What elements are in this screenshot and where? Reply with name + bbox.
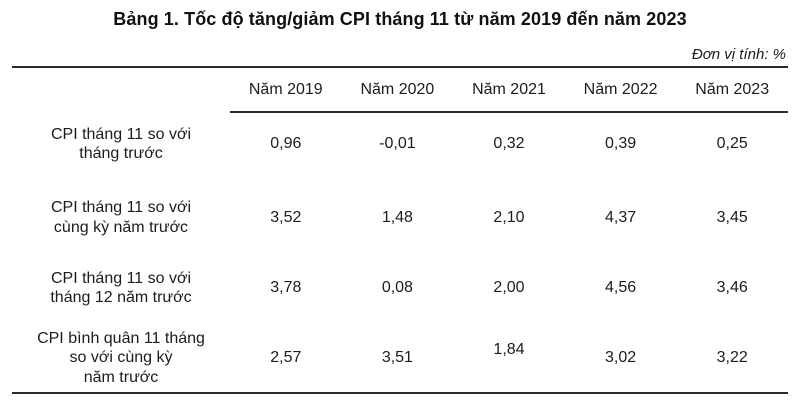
header-spacer-cell [12, 68, 230, 113]
table-row-cpi-vs-same-period-last-year: CPI tháng 11 so với cùng kỳ năm trước 3,… [12, 191, 788, 264]
row-label: CPI bình quân 11 tháng so với cùng kỳ nă… [12, 326, 230, 392]
row-label-line: cùng kỳ năm trước [53, 218, 189, 236]
row-label: CPI tháng 11 so với tháng 12 năm trước [12, 264, 230, 326]
unit-note: Đơn vị tính: % [691, 46, 786, 63]
data-cell: 0,25 [716, 135, 748, 153]
table-row-cpi-vs-december-last-year: CPI tháng 11 so với tháng 12 năm trước 3… [12, 264, 788, 326]
data-cell: 2,57 [270, 349, 302, 367]
column-header-nam-2019: Năm 2019 [230, 68, 342, 113]
data-cell: -0,01 [379, 135, 416, 153]
table-title: Bảng 1. Tốc độ tăng/giảm CPI tháng 11 từ… [113, 9, 687, 29]
row-label-line: CPI tháng 11 so với [50, 269, 192, 287]
table-row-cpi-vs-previous-month: CPI tháng 11 so với tháng trước 0,96 -0,… [12, 113, 788, 191]
data-cell: 3,02 [605, 349, 637, 367]
data-cell: 3,78 [270, 279, 302, 297]
column-header-nam-2023: Năm 2023 [676, 68, 788, 113]
table-row-cpi-average-11-months: CPI bình quân 11 tháng so với cùng kỳ nă… [12, 326, 788, 392]
row-label-line: CPI tháng 11 so với [50, 199, 192, 217]
data-cell: 4,56 [605, 279, 637, 297]
data-cell: 1,48 [381, 208, 413, 226]
data-cell: 3,52 [270, 208, 302, 226]
column-header-nam-2020: Năm 2020 [341, 68, 454, 113]
data-cell: 0,08 [381, 279, 413, 297]
row-label-line: năm trước [83, 368, 159, 386]
row-label-line: so với cùng kỳ [69, 349, 173, 367]
table-header-row: Năm 2019 Năm 2020 Năm 2021 Năm 2022 Năm … [12, 68, 788, 113]
data-cell: 0,32 [493, 135, 525, 153]
cpi-table: Năm 2019 Năm 2020 Năm 2021 Năm 2022 Năm … [12, 66, 788, 394]
data-cell: 3,51 [381, 349, 413, 367]
column-header-nam-2021: Năm 2021 [453, 68, 565, 113]
row-label-line: CPI bình quân 11 tháng [37, 330, 205, 348]
data-cell: 0,39 [605, 135, 637, 153]
row-label-line: CPI tháng 11 so với [50, 125, 192, 143]
row-label-line: tháng 12 năm trước [50, 289, 192, 306]
data-cell: 4,37 [605, 208, 637, 226]
data-cell: 3,46 [716, 279, 748, 297]
data-cell: 3,45 [716, 208, 748, 226]
data-cell: 0,96 [270, 135, 302, 153]
row-label: CPI tháng 11 so với cùng kỳ năm trước [12, 191, 230, 264]
data-cell: 3,22 [716, 349, 748, 367]
data-cell: 2,10 [493, 208, 525, 226]
row-label-line: tháng trước [79, 145, 163, 162]
data-cell: 2,00 [493, 279, 525, 297]
column-header-nam-2022: Năm 2022 [564, 68, 677, 113]
row-label: CPI tháng 11 so với tháng trước [12, 113, 230, 191]
data-cell: 1,84 [493, 341, 525, 359]
